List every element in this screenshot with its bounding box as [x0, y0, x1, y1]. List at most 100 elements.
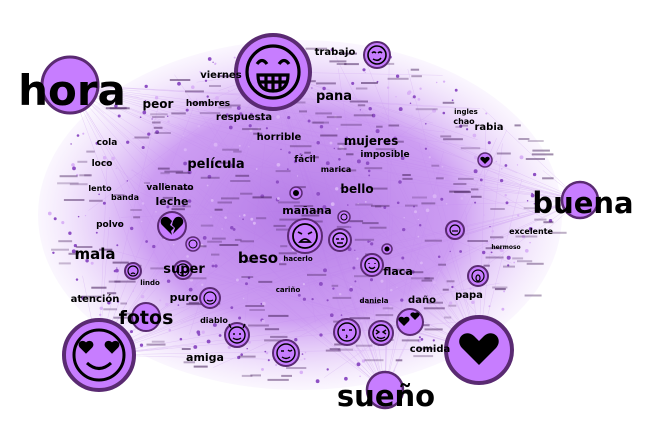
label-diablo: diablo: [200, 316, 228, 325]
graph-node-dot: [164, 183, 167, 185]
graph-node-dot: [155, 211, 157, 213]
graph-node-dot: [435, 81, 438, 84]
graph-node-dot: [351, 81, 355, 85]
graph-node-dot: [332, 287, 335, 290]
micro-label-texture: [68, 252, 79, 255]
graph-node-dot: [249, 128, 253, 132]
emoji-node-kiss: [333, 318, 361, 346]
micro-label-texture: [543, 221, 554, 224]
micro-label-texture: [297, 186, 306, 189]
graph-node-dot: [330, 202, 335, 206]
micro-label-texture: [395, 359, 403, 362]
graph-node-dot: [445, 202, 448, 205]
micro-label-texture: [382, 307, 394, 310]
graph-node-dot: [441, 165, 444, 168]
label-hombres: hombres: [186, 99, 230, 109]
grinning-face-icon: [449, 224, 461, 236]
graph-node-dot: [340, 314, 343, 316]
graph-node-dot: [52, 251, 55, 255]
graph-node-dot: [102, 201, 106, 205]
micro-label-texture: [235, 174, 250, 177]
label-viernes: viernes: [200, 70, 242, 81]
graph-node-dot: [247, 276, 251, 280]
micro-label-texture: [177, 187, 194, 190]
label-mujeres: mujeres: [344, 134, 399, 148]
graph-node-dot: [368, 106, 372, 111]
graph-node-dot: [396, 201, 400, 205]
graph-node-dot: [359, 375, 361, 378]
label-pana: pana: [316, 89, 352, 104]
graph-node-dot: [506, 255, 511, 260]
micro-label-texture: [157, 167, 170, 170]
micro-label-texture: [146, 343, 166, 346]
graph-node-dot: [147, 132, 151, 136]
graph-node-dot: [255, 168, 258, 170]
micro-label-texture: [216, 75, 231, 78]
graph-node-dot: [114, 104, 118, 108]
graph-node-dot: [212, 262, 214, 264]
graph-node-dot: [61, 221, 65, 225]
graph-node-dot: [275, 364, 278, 366]
smiling-face-icon: [203, 291, 217, 305]
graph-node-dot: [177, 81, 181, 86]
emoji-node-laughing: [234, 33, 312, 111]
graph-node-dot: [212, 61, 214, 63]
graph-node-dot: [188, 287, 193, 292]
micro-label-texture: [357, 104, 366, 107]
micro-label-texture: [453, 183, 467, 185]
graph-node-dot: [396, 286, 398, 288]
micro-label-texture: [471, 195, 482, 198]
micro-label-texture: [200, 176, 220, 179]
micro-label-texture: [361, 82, 378, 84]
graph-node-dot: [159, 299, 162, 302]
micro-label-texture: [424, 277, 434, 280]
micro-label-texture: [525, 158, 545, 160]
graph-node-dot: [449, 250, 451, 253]
micro-label-texture: [337, 142, 358, 145]
micro-label-texture: [238, 355, 256, 358]
graph-node-dot: [364, 71, 366, 74]
micro-label-texture: [91, 286, 107, 289]
graph-node-dot: [318, 281, 323, 286]
graph-node-dot: [406, 91, 411, 95]
graph-node-dot: [409, 102, 412, 105]
graph-node-dot: [398, 180, 402, 184]
graph-node-dot: [307, 119, 311, 123]
graph-node-dot: [299, 153, 302, 156]
graph-node-dot: [248, 124, 252, 128]
graph-node-dot: [132, 290, 134, 292]
graph-node-dot: [139, 116, 142, 119]
micro-label-texture: [240, 192, 253, 195]
graph-node-dot: [154, 96, 159, 100]
graph-node-dot: [286, 168, 289, 171]
laughing-face-icon: [245, 44, 301, 100]
graph-node-dot: [323, 170, 326, 173]
graph-node-dot: [443, 178, 445, 180]
label-rabia: rabia: [474, 122, 503, 133]
label-sueno: sueño: [337, 379, 435, 413]
micro-label-texture: [248, 324, 269, 327]
graph-node-dot: [70, 143, 72, 145]
graph-node-dot: [495, 160, 498, 163]
graph-node-dot: [503, 290, 506, 293]
graph-node-dot: [437, 255, 441, 258]
micro-label-texture: [211, 253, 220, 256]
micro-label-texture: [185, 90, 204, 93]
micro-label-texture: [120, 302, 127, 305]
micro-label-texture: [316, 82, 336, 85]
graph-node-dot: [528, 227, 533, 231]
graph-node-dot: [338, 145, 343, 149]
node-buena: [560, 180, 600, 220]
emoji-node-grin-small: [445, 220, 465, 240]
micro-label-texture: [105, 107, 127, 110]
graph-node-dot: [316, 141, 320, 145]
graph-node-dot: [297, 293, 301, 297]
graph-node-dot: [323, 268, 327, 273]
micro-label-texture: [526, 262, 544, 265]
word-labels: hora buena sueño fotos mala beso pana tr…: [18, 47, 634, 413]
graph-node-dot: [329, 141, 333, 145]
devil-face-icon: [228, 323, 246, 344]
graph-node-dot: [166, 279, 171, 283]
graph-node-dot: [111, 156, 115, 161]
graph-node-dot: [84, 214, 87, 217]
